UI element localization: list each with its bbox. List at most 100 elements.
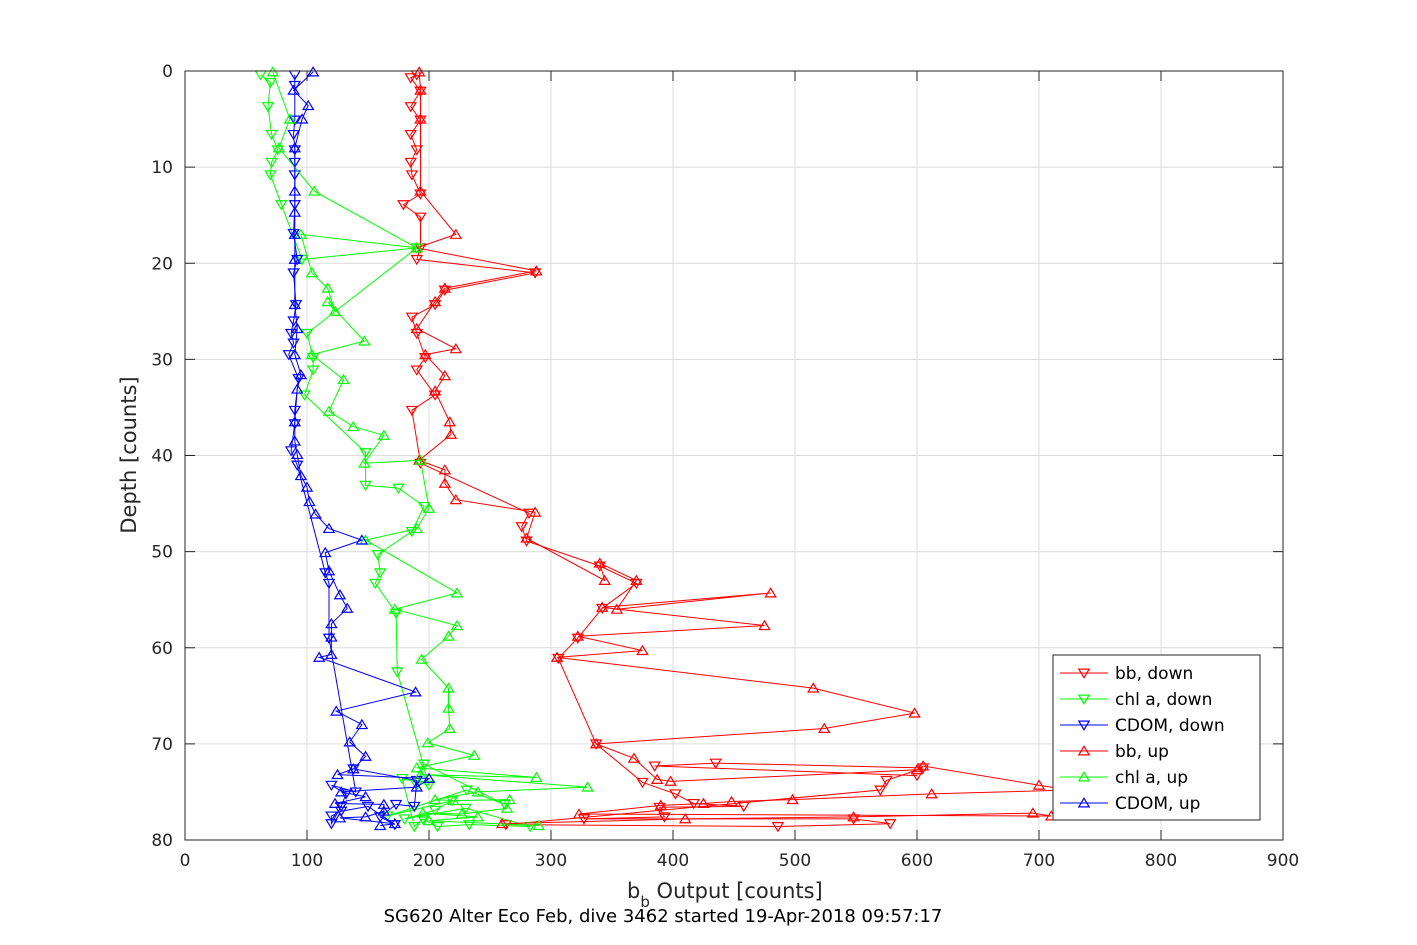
data-point-bb-up: [818, 722, 831, 733]
data-point-cdom-down: [325, 780, 338, 792]
data-point-chl-a-up: [442, 630, 455, 641]
data-point-chl-a-up: [422, 814, 436, 826]
data-point-bb-down: [397, 200, 410, 211]
data-point-bb-up: [438, 464, 452, 475]
data-point-chl-a-down: [408, 822, 421, 833]
data-point-bb-up: [571, 630, 585, 641]
x-tick-label: 200: [413, 851, 445, 871]
data-point-chl-a-up: [471, 811, 485, 822]
data-point-chl-a-down: [416, 814, 430, 825]
y-tick-label: 40: [151, 447, 173, 467]
data-point-chl-a-up: [308, 185, 321, 196]
data-point-chl-a-up: [410, 522, 424, 534]
data-point-bb-up: [419, 348, 432, 360]
data-point-bb-down: [883, 819, 897, 830]
data-point-chl-a-up: [442, 702, 455, 713]
legend-label: CDOM, down: [1115, 716, 1225, 736]
data-point-cdom-down: [388, 820, 402, 831]
data-point-bb-up: [908, 707, 921, 718]
data-point-bb-down: [405, 405, 419, 417]
legend-marker: [1077, 720, 1091, 731]
data-point-bb-up: [678, 813, 692, 824]
data-point-chl-a-up: [581, 781, 594, 792]
data-point-bb-up: [595, 601, 609, 612]
data-point-bb-down: [414, 212, 427, 223]
data-point-cdom-up: [333, 812, 347, 823]
data-point-cdom-up: [288, 298, 302, 310]
data-point-chl-a-up: [471, 786, 485, 797]
data-point-cdom-up: [301, 99, 315, 111]
data-point-cdom-down: [287, 129, 300, 141]
data-point-chl-a-up: [388, 603, 402, 614]
data-point-chl-a-up: [503, 793, 516, 805]
y-tick-label: 50: [151, 543, 173, 563]
data-point-bb-down: [771, 822, 785, 833]
data-point-chl-a-down: [265, 129, 278, 141]
data-point-chl-a-up: [428, 793, 442, 805]
data-point-bb-up: [414, 185, 427, 196]
data-point-bb-up: [428, 385, 442, 396]
data-point-cdom-down: [284, 446, 298, 457]
data-point-cdom-up: [300, 481, 314, 492]
data-point-bb-down: [595, 603, 609, 615]
data-point-bb-down: [874, 785, 887, 796]
y-tick-label: 20: [151, 254, 173, 274]
y-tick-label: 80: [151, 831, 173, 851]
data-point-bb-up: [650, 773, 664, 784]
y-tick-label: 60: [151, 639, 173, 659]
y-tick-label: 10: [151, 158, 173, 178]
data-point-cdom-up: [288, 253, 302, 264]
data-point-chl-a-down: [462, 820, 476, 831]
data-point-cdom-up: [290, 448, 304, 460]
x-tick-label: 500: [779, 851, 811, 871]
data-point-chl-a-down: [405, 526, 419, 538]
data-point-cdom-down: [288, 405, 302, 417]
data-point-chl-a-up: [500, 802, 514, 813]
data-point-cdom-up: [333, 589, 347, 600]
data-point-chl-a-up: [422, 502, 436, 513]
data-point-cdom-up: [288, 206, 302, 217]
data-point-bb-up: [589, 738, 603, 749]
data-point-bb-up: [412, 66, 426, 77]
data-point-chl-a-up: [443, 722, 457, 733]
data-point-cdom-down: [334, 806, 348, 818]
legend-label: chl a, up: [1115, 768, 1188, 788]
data-point-chl-a-up: [321, 295, 335, 307]
data-point-cdom-up: [377, 798, 391, 809]
data-point-cdom-up: [322, 522, 336, 534]
data-point-bb-up: [1032, 779, 1046, 790]
series-line-chl-a-up: [272, 71, 588, 827]
data-point-cdom-up: [343, 736, 356, 747]
data-point-chl-a-up: [337, 373, 350, 385]
data-point-chl-a-down: [395, 773, 409, 785]
data-point-chl-a-up: [416, 807, 430, 818]
data-point-chl-a-up: [294, 228, 308, 239]
series-chl-a-up: [266, 66, 594, 831]
data-point-bb-down: [515, 522, 528, 533]
data-point-cdom-up: [359, 750, 372, 761]
data-point-chl-a-down: [298, 390, 311, 401]
data-point-bb-down: [910, 771, 924, 782]
data-point-cdom-up: [322, 565, 336, 576]
x-tick-label: 800: [1145, 851, 1177, 871]
data-point-bb-up: [414, 113, 427, 124]
data-point-bb-up: [528, 506, 542, 517]
legend-item-chl-a-up: chl a, up: [1060, 768, 1188, 788]
data-point-chl-a-down: [392, 483, 405, 495]
data-point-bb-up: [627, 752, 641, 763]
data-point-cdom-up: [288, 228, 302, 239]
data-point-bb-down: [709, 758, 722, 769]
legend-label: bb, up: [1115, 742, 1169, 762]
data-point-bb-up: [443, 416, 457, 427]
data-point-cdom-up: [287, 84, 300, 95]
data-point-bb-up: [1026, 807, 1040, 818]
legend-marker: [1077, 668, 1091, 679]
data-point-cdom-up: [306, 66, 320, 77]
data-point-chl-a-down: [460, 785, 474, 796]
data-point-cdom-up: [325, 631, 338, 642]
data-point-bb-down: [410, 254, 424, 266]
data-point-chl-a-up: [447, 794, 460, 806]
x-tick-label: 900: [1267, 851, 1299, 871]
data-point-bb-up: [428, 295, 442, 307]
data-point-bb-down: [438, 285, 452, 297]
